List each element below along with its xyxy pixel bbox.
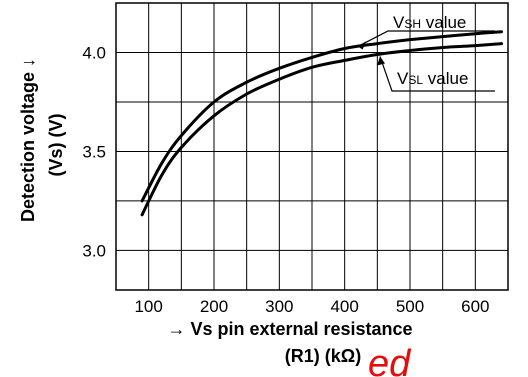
y-tick-label: 4.0 [82,43,106,62]
x-tick-label: 400 [330,297,358,316]
x-tick-label: 300 [265,297,293,316]
y-tick-labels: 3.0 3.5 4.0 [82,43,106,260]
vsl-annotation-label: VSL value [397,69,468,88]
watermark: ed [368,343,412,377]
x-tick-label: 200 [200,297,228,316]
vsh-curve [140,30,503,203]
vsl-curve [140,42,503,217]
plot-frame [115,2,509,291]
x-tick-labels: 100 200 300 400 500 600 [134,297,489,316]
vsl-leader-arrowhead [377,56,385,66]
grid [115,2,509,291]
y-axis-title-line1: Detection voltage ↓ [18,58,38,222]
vsh-annotation-label: VSH value [393,13,466,32]
x-axis-title-line2: (R1) (kΩ) [285,346,361,366]
vsh-leader-arrowhead [357,41,366,50]
annotation-leaders [357,30,495,92]
data-curves [140,30,503,217]
vsh-leader-line [357,30,495,48]
y-tick-label: 3.0 [82,241,106,260]
x-axis-title-line1: → Vs pin external resistance [167,319,412,339]
vsl-leader-line [379,56,495,92]
y-tick-label: 3.5 [82,142,106,161]
x-tick-label: 500 [396,297,424,316]
x-tick-label: 600 [461,297,489,316]
x-tick-label: 100 [134,297,162,316]
y-axis-title-line2: (Vs) (V) [46,113,66,176]
